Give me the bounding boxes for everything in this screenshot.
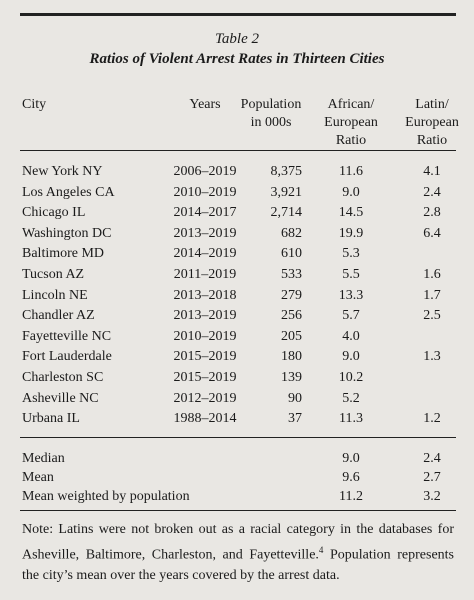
cell: 14.5 <box>338 205 364 221</box>
city-name: Los Angeles CA <box>22 184 115 200</box>
cell: 5.2 <box>342 390 360 406</box>
cell: 205 <box>281 328 302 344</box>
note-text: Note: Latins were not broken out as a ra… <box>22 522 454 563</box>
city-name: Baltimore MD <box>22 246 105 262</box>
cell: 139 <box>281 370 302 385</box>
cell: 8,375 <box>270 164 303 179</box>
cell: 2014–2019 <box>173 246 237 262</box>
note: Note: Latins were not broken out as a ra… <box>22 520 454 586</box>
note-text: Population represents the city’s mean ov… <box>22 547 454 583</box>
cell: 2013–2019 <box>173 308 237 324</box>
cell: 4.0 <box>342 328 360 344</box>
cell: 1.7 <box>423 287 441 303</box>
cell: 682 <box>281 225 302 241</box>
column-header: African/ <box>327 97 375 112</box>
cell: 279 <box>281 287 302 303</box>
column-header: European <box>324 115 378 130</box>
cell: 11.3 <box>339 411 363 427</box>
table-title: Ratios of Violent Arrest Rates in Thirte… <box>89 51 385 67</box>
header-rule <box>20 150 456 151</box>
column-header: European <box>405 115 459 130</box>
cell: 2,714 <box>270 205 303 221</box>
column-header: Latin/ <box>415 97 449 112</box>
column-header: Ratio <box>335 133 367 148</box>
cell: 2013–2019 <box>173 225 237 241</box>
cell: 2015–2019 <box>173 349 237 365</box>
cell: 533 <box>281 267 302 282</box>
cell: 2.8 <box>423 205 441 221</box>
cell: 3,921 <box>270 184 303 200</box>
top-rule <box>20 13 456 16</box>
cell: 11.6 <box>339 164 363 179</box>
city-name: Urbana IL <box>22 411 80 427</box>
cell: 19.9 <box>338 225 364 241</box>
cell: 2015–2019 <box>173 370 237 385</box>
cell: 4.1 <box>423 164 441 179</box>
table-label: Table 2 <box>214 31 260 47</box>
summary-rule <box>20 437 456 438</box>
column-header: City <box>22 97 47 112</box>
cell: 2013–2018 <box>173 287 237 303</box>
cell: 2012–2019 <box>173 390 237 406</box>
cell: 2006–2019 <box>173 164 237 179</box>
cell: 2.4 <box>423 451 441 466</box>
cell: 1988–2014 <box>173 411 237 427</box>
bottom-rule <box>20 510 456 511</box>
summary-label: Median <box>22 451 65 466</box>
city-name: Asheville NC <box>22 390 99 406</box>
cell: 2.4 <box>423 184 441 200</box>
city-name: Chandler AZ <box>22 308 95 324</box>
cell: 9.0 <box>342 451 360 466</box>
city-name: Fort Lauderdale <box>22 349 112 365</box>
cell: 13.3 <box>338 287 364 303</box>
summary-label: Mean weighted by population <box>22 489 190 504</box>
column-header: Years <box>189 97 221 112</box>
cell: 1.3 <box>423 349 441 365</box>
column-header: in 000s <box>250 115 292 130</box>
cell: 256 <box>281 308 302 324</box>
cell: 2014–2017 <box>173 205 237 221</box>
cell: 2010–2019 <box>173 184 237 200</box>
cell: 2010–2019 <box>173 328 237 344</box>
cell: 2.5 <box>423 308 441 324</box>
city-name: Lincoln NE <box>22 287 88 303</box>
cell: 9.0 <box>342 349 360 365</box>
cell: 9.0 <box>342 184 360 200</box>
cell: 6.4 <box>423 225 441 241</box>
column-header: Population <box>240 97 302 112</box>
city-name: Charleston SC <box>22 370 104 385</box>
cell: 5.5 <box>342 267 360 282</box>
cell: 1.6 <box>423 267 441 282</box>
cell: 1.2 <box>423 411 441 427</box>
summary-label: Mean <box>22 470 54 485</box>
cell: 180 <box>281 349 302 365</box>
cell: 610 <box>281 246 302 262</box>
cell: 3.2 <box>423 489 441 504</box>
city-name: Tucson AZ <box>22 267 85 282</box>
cell: 11.2 <box>339 489 363 504</box>
cell: 2.7 <box>423 470 441 485</box>
cell: 37 <box>288 411 302 427</box>
cell: 5.3 <box>342 246 360 262</box>
cell: 9.6 <box>342 470 360 485</box>
city-name: Fayetteville NC <box>22 328 112 344</box>
cell: 5.7 <box>342 308 360 324</box>
city-name: Washington DC <box>22 225 112 241</box>
city-name: Chicago IL <box>22 205 86 221</box>
cell: 10.2 <box>338 370 364 385</box>
column-header: Ratio <box>416 133 448 148</box>
footnote-ref: 4 <box>318 545 324 555</box>
cell: 2011–2019 <box>173 267 237 282</box>
cell: 90 <box>288 390 302 406</box>
city-name: New York NY <box>22 164 103 179</box>
